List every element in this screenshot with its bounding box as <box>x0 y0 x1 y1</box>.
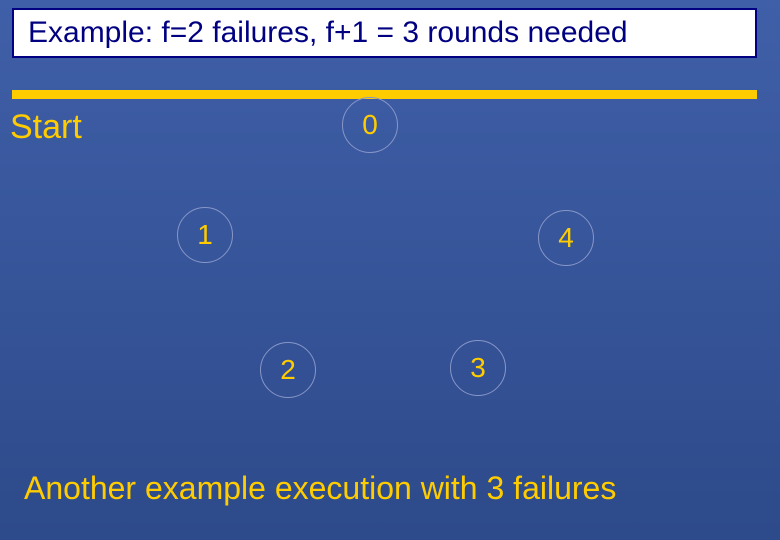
node-4: 4 <box>538 210 594 266</box>
node-label: 4 <box>558 222 574 254</box>
node-label: 2 <box>280 354 296 386</box>
slide-title-text: Example: f=2 failures, f+1 = 3 rounds ne… <box>28 16 628 50</box>
node-2: 2 <box>260 342 316 398</box>
node-0: 0 <box>342 97 398 153</box>
slide-canvas: Example: f=2 failures, f+1 = 3 rounds ne… <box>0 0 780 540</box>
node-3: 3 <box>450 340 506 396</box>
footer-caption: Another example execution with 3 failure… <box>24 470 616 507</box>
node-1: 1 <box>177 207 233 263</box>
node-label: 3 <box>470 352 486 384</box>
node-label: 1 <box>197 219 213 251</box>
node-label: 0 <box>362 109 378 141</box>
start-label: Start <box>10 108 82 147</box>
divider-rule <box>12 90 757 99</box>
slide-title: Example: f=2 failures, f+1 = 3 rounds ne… <box>12 8 757 58</box>
